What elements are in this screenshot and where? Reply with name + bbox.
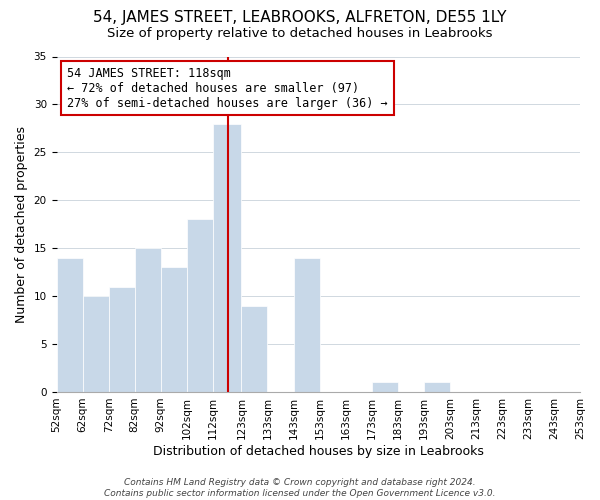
Bar (161, 268, 187, 392)
Bar (56, 258, 83, 392)
Text: 54 JAMES STREET: 118sqm
← 72% of detached houses are smaller (97)
27% of semi-de: 54 JAMES STREET: 118sqm ← 72% of detache… (67, 66, 388, 110)
Bar (83, 296, 109, 392)
Bar (213, 124, 241, 392)
Bar (241, 306, 268, 392)
Bar (134, 248, 161, 392)
Text: Size of property relative to detached houses in Leabrooks: Size of property relative to detached ho… (107, 28, 493, 40)
Text: 54, JAMES STREET, LEABROOKS, ALFRETON, DE55 1LY: 54, JAMES STREET, LEABROOKS, ALFRETON, D… (93, 10, 507, 25)
Y-axis label: Number of detached properties: Number of detached properties (15, 126, 28, 322)
Bar (293, 258, 320, 392)
Bar (371, 382, 398, 392)
Text: Contains HM Land Registry data © Crown copyright and database right 2024.
Contai: Contains HM Land Registry data © Crown c… (104, 478, 496, 498)
Bar (187, 220, 213, 392)
X-axis label: Distribution of detached houses by size in Leabrooks: Distribution of detached houses by size … (153, 444, 484, 458)
Bar (424, 382, 450, 392)
Bar (109, 286, 134, 392)
